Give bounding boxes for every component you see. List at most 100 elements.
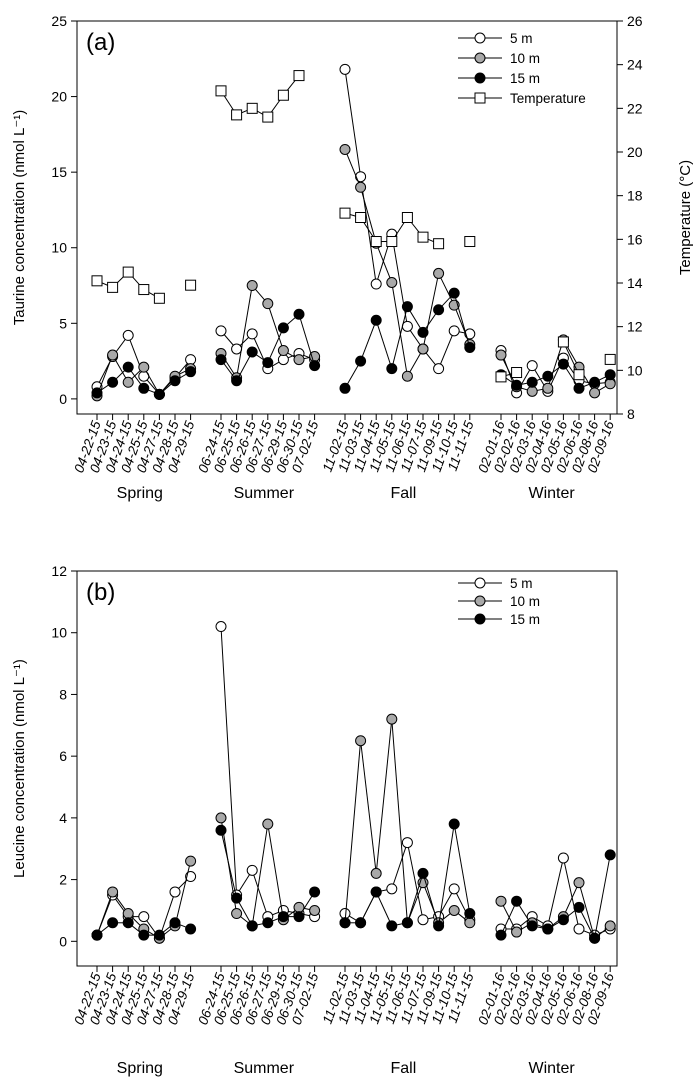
data-point <box>355 171 367 183</box>
data-point <box>153 388 165 400</box>
data-point <box>495 895 507 907</box>
data-point <box>215 354 227 366</box>
series-line <box>220 626 238 896</box>
data-point <box>339 143 351 155</box>
y2-tick-label: 18 <box>627 188 643 204</box>
data-point <box>433 267 445 279</box>
data-point <box>417 867 429 879</box>
data-point <box>370 236 382 248</box>
data-point <box>91 387 103 399</box>
series-line <box>438 273 455 306</box>
data-point <box>511 895 523 907</box>
y2-tick-label: 16 <box>627 231 643 247</box>
legend-label: 15 m <box>510 71 540 86</box>
data-point <box>185 871 197 883</box>
data-point <box>448 287 460 299</box>
y-tick-label: 2 <box>59 872 67 888</box>
data-point <box>339 917 351 929</box>
panel-label: (a) <box>86 29 115 56</box>
legend-marker <box>474 72 486 84</box>
data-point <box>464 908 476 920</box>
data-point <box>526 360 538 372</box>
plot-frame <box>76 570 618 967</box>
data-point <box>107 349 119 361</box>
series-line <box>344 740 362 923</box>
series-5-m <box>91 621 616 944</box>
data-point <box>417 343 429 355</box>
y2-tick-label: 26 <box>627 13 643 29</box>
y-tick-label: 25 <box>51 13 67 29</box>
data-point <box>169 917 181 929</box>
data-point <box>464 917 476 929</box>
data-point <box>417 231 429 243</box>
series-line <box>298 314 316 366</box>
series-line <box>375 719 393 874</box>
data-point <box>604 353 616 365</box>
data-point <box>215 85 227 97</box>
season-label: Fall <box>391 1060 417 1077</box>
data-point <box>107 886 119 898</box>
data-point <box>573 901 585 913</box>
data-point <box>557 852 569 864</box>
data-point <box>464 341 476 353</box>
series-line <box>267 823 284 920</box>
legend-marker <box>474 52 486 64</box>
y-tick-label: 20 <box>51 89 67 105</box>
season-label: Fall <box>391 485 417 502</box>
series-line <box>96 891 114 936</box>
series-line <box>375 891 393 927</box>
series-line <box>500 900 518 933</box>
data-point <box>386 713 398 725</box>
season-label: Spring <box>117 1060 163 1077</box>
chart-panel-2: 0 2 4 6 8 10 12 Leucine concentration (nmol L⁻¹… <box>11 563 618 1077</box>
series-line <box>360 187 377 244</box>
data-point <box>107 281 119 293</box>
data-point <box>169 375 181 387</box>
data-point <box>246 328 258 340</box>
data-point <box>573 382 585 394</box>
y-tick-label: 4 <box>59 810 67 826</box>
legend: 5 m 10 m 15 m <box>458 576 540 627</box>
data-point <box>215 325 227 337</box>
series-line <box>236 285 253 378</box>
y2-tick-label: 14 <box>627 275 643 291</box>
data-point <box>309 360 321 372</box>
series-line <box>562 882 580 917</box>
data-point <box>122 376 134 388</box>
legend-marker <box>474 577 486 589</box>
y-tick-label: 6 <box>59 748 67 764</box>
data-point <box>401 917 413 929</box>
data-point <box>185 354 197 366</box>
series-line <box>453 823 471 914</box>
data-point <box>589 932 601 944</box>
y2-tick-label: 24 <box>627 57 643 73</box>
series-line <box>578 907 596 939</box>
data-point <box>277 345 289 357</box>
data-point <box>231 908 243 920</box>
y-tick-label: 0 <box>59 391 67 407</box>
season-label: Summer <box>234 485 295 502</box>
data-point <box>293 70 305 82</box>
data-point <box>355 735 367 747</box>
data-point <box>355 212 367 223</box>
data-point <box>448 904 460 916</box>
data-point <box>386 236 398 248</box>
data-point <box>138 361 150 373</box>
series-line <box>344 149 362 188</box>
y-tick-label: 8 <box>59 686 67 702</box>
data-point <box>401 301 413 313</box>
data-point <box>542 382 554 394</box>
series-line <box>360 891 377 924</box>
data-point <box>231 892 243 904</box>
data-point <box>355 917 367 929</box>
data-point <box>277 354 289 366</box>
data-point <box>246 864 258 876</box>
data-point <box>604 920 616 932</box>
data-point <box>495 371 507 383</box>
data-point <box>153 292 165 304</box>
legend-label: 15 m <box>510 612 540 627</box>
data-point <box>542 370 554 382</box>
series-10-m <box>91 713 616 944</box>
data-point <box>185 923 197 935</box>
data-point <box>277 89 289 101</box>
